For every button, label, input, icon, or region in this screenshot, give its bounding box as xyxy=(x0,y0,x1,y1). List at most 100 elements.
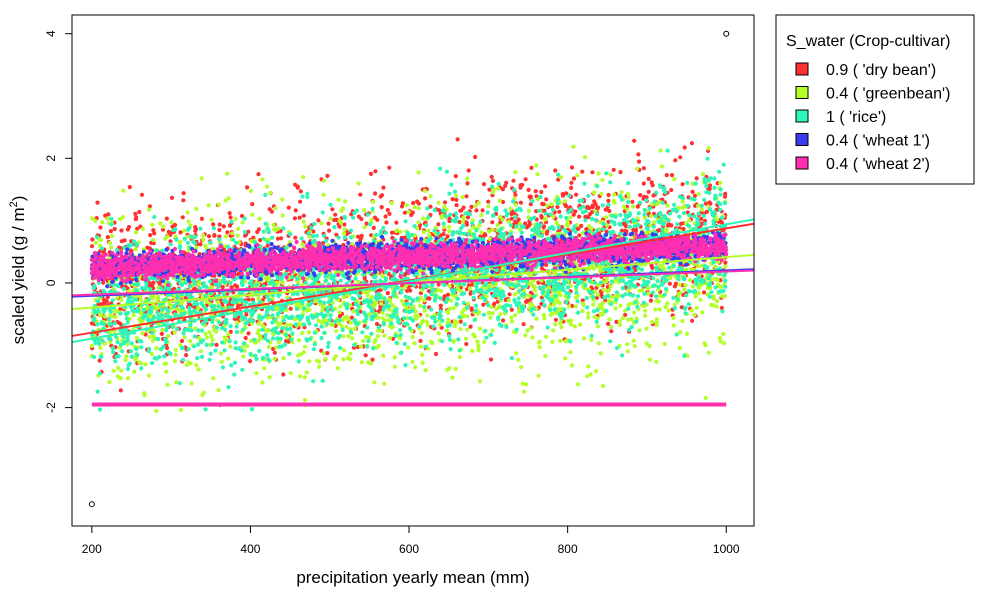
data-point xyxy=(718,180,723,185)
data-point xyxy=(495,299,500,304)
data-point xyxy=(584,205,590,210)
data-point xyxy=(301,175,306,180)
data-point xyxy=(569,180,574,185)
data-point xyxy=(703,343,708,348)
data-point xyxy=(416,206,421,211)
data-point xyxy=(233,216,238,221)
data-point xyxy=(511,178,516,183)
data-point xyxy=(166,334,171,339)
data-point xyxy=(326,221,331,226)
data-point xyxy=(98,313,103,318)
data-point xyxy=(334,217,339,222)
data-point xyxy=(281,372,286,377)
data-point xyxy=(636,223,641,228)
data-point xyxy=(388,335,393,341)
data-point xyxy=(574,290,579,295)
data-point xyxy=(447,366,452,371)
data-point xyxy=(212,233,217,238)
data-point xyxy=(337,218,342,224)
data-point xyxy=(557,301,563,306)
data-point xyxy=(450,375,455,380)
data-point xyxy=(297,374,303,379)
data-point xyxy=(632,344,637,349)
data-point xyxy=(659,164,665,169)
data-point xyxy=(690,318,695,323)
data-point xyxy=(694,176,699,181)
data-point xyxy=(341,348,346,353)
data-point xyxy=(553,317,559,322)
data-point xyxy=(577,214,582,219)
data-point xyxy=(682,145,687,150)
data-point xyxy=(216,202,221,207)
data-point xyxy=(245,185,250,190)
data-point xyxy=(519,365,524,370)
data-point xyxy=(517,288,522,293)
data-point xyxy=(455,137,460,142)
data-point xyxy=(288,322,293,328)
data-point xyxy=(668,276,673,281)
data-point xyxy=(509,307,514,312)
data-point xyxy=(612,192,617,197)
data-point xyxy=(564,191,569,196)
data-point xyxy=(172,359,177,364)
data-point xyxy=(475,339,480,344)
data-point xyxy=(371,225,376,230)
data-point xyxy=(137,316,142,322)
data-point xyxy=(150,330,155,335)
data-point xyxy=(608,172,613,177)
data-point xyxy=(539,189,544,195)
data-point xyxy=(647,344,652,349)
data-point xyxy=(131,312,136,318)
data-point xyxy=(127,185,132,190)
data-point xyxy=(438,303,443,308)
data-point xyxy=(591,302,596,307)
data-point xyxy=(711,296,717,301)
data-point xyxy=(528,301,533,306)
data-point xyxy=(312,221,317,226)
data-point xyxy=(123,357,128,363)
data-point xyxy=(329,322,334,327)
data-point xyxy=(413,365,418,370)
data-point xyxy=(718,339,723,344)
data-point xyxy=(138,297,144,302)
data-point xyxy=(673,281,679,286)
data-point xyxy=(637,159,642,164)
data-point xyxy=(504,180,509,185)
data-point xyxy=(555,172,561,177)
data-point xyxy=(496,305,501,310)
data-point xyxy=(604,215,609,220)
data-point xyxy=(445,292,451,297)
data-point xyxy=(189,381,194,386)
data-point xyxy=(297,215,302,220)
data-point xyxy=(503,183,508,188)
data-point xyxy=(188,339,193,344)
data-point xyxy=(595,316,600,321)
data-point xyxy=(339,208,344,213)
data-point xyxy=(154,306,160,311)
data-point xyxy=(437,208,442,213)
data-point xyxy=(666,222,671,227)
data-point xyxy=(221,224,226,229)
data-point xyxy=(288,306,293,311)
data-point xyxy=(506,219,512,224)
data-point xyxy=(302,375,307,380)
data-point xyxy=(185,210,190,215)
data-point xyxy=(665,301,670,306)
data-point xyxy=(646,176,651,181)
data-point xyxy=(466,301,471,306)
data-point xyxy=(536,373,541,378)
data-point xyxy=(119,228,124,233)
data-point xyxy=(513,170,518,175)
data-point xyxy=(626,317,631,322)
data-point xyxy=(216,388,221,393)
data-point xyxy=(155,297,160,302)
data-point xyxy=(457,354,462,360)
data-point xyxy=(719,305,724,311)
data-point xyxy=(464,194,469,199)
data-point xyxy=(122,238,127,243)
data-point xyxy=(699,207,704,212)
data-point xyxy=(523,221,528,226)
data-point xyxy=(111,368,116,373)
data-point xyxy=(564,215,569,220)
data-point xyxy=(90,216,95,221)
